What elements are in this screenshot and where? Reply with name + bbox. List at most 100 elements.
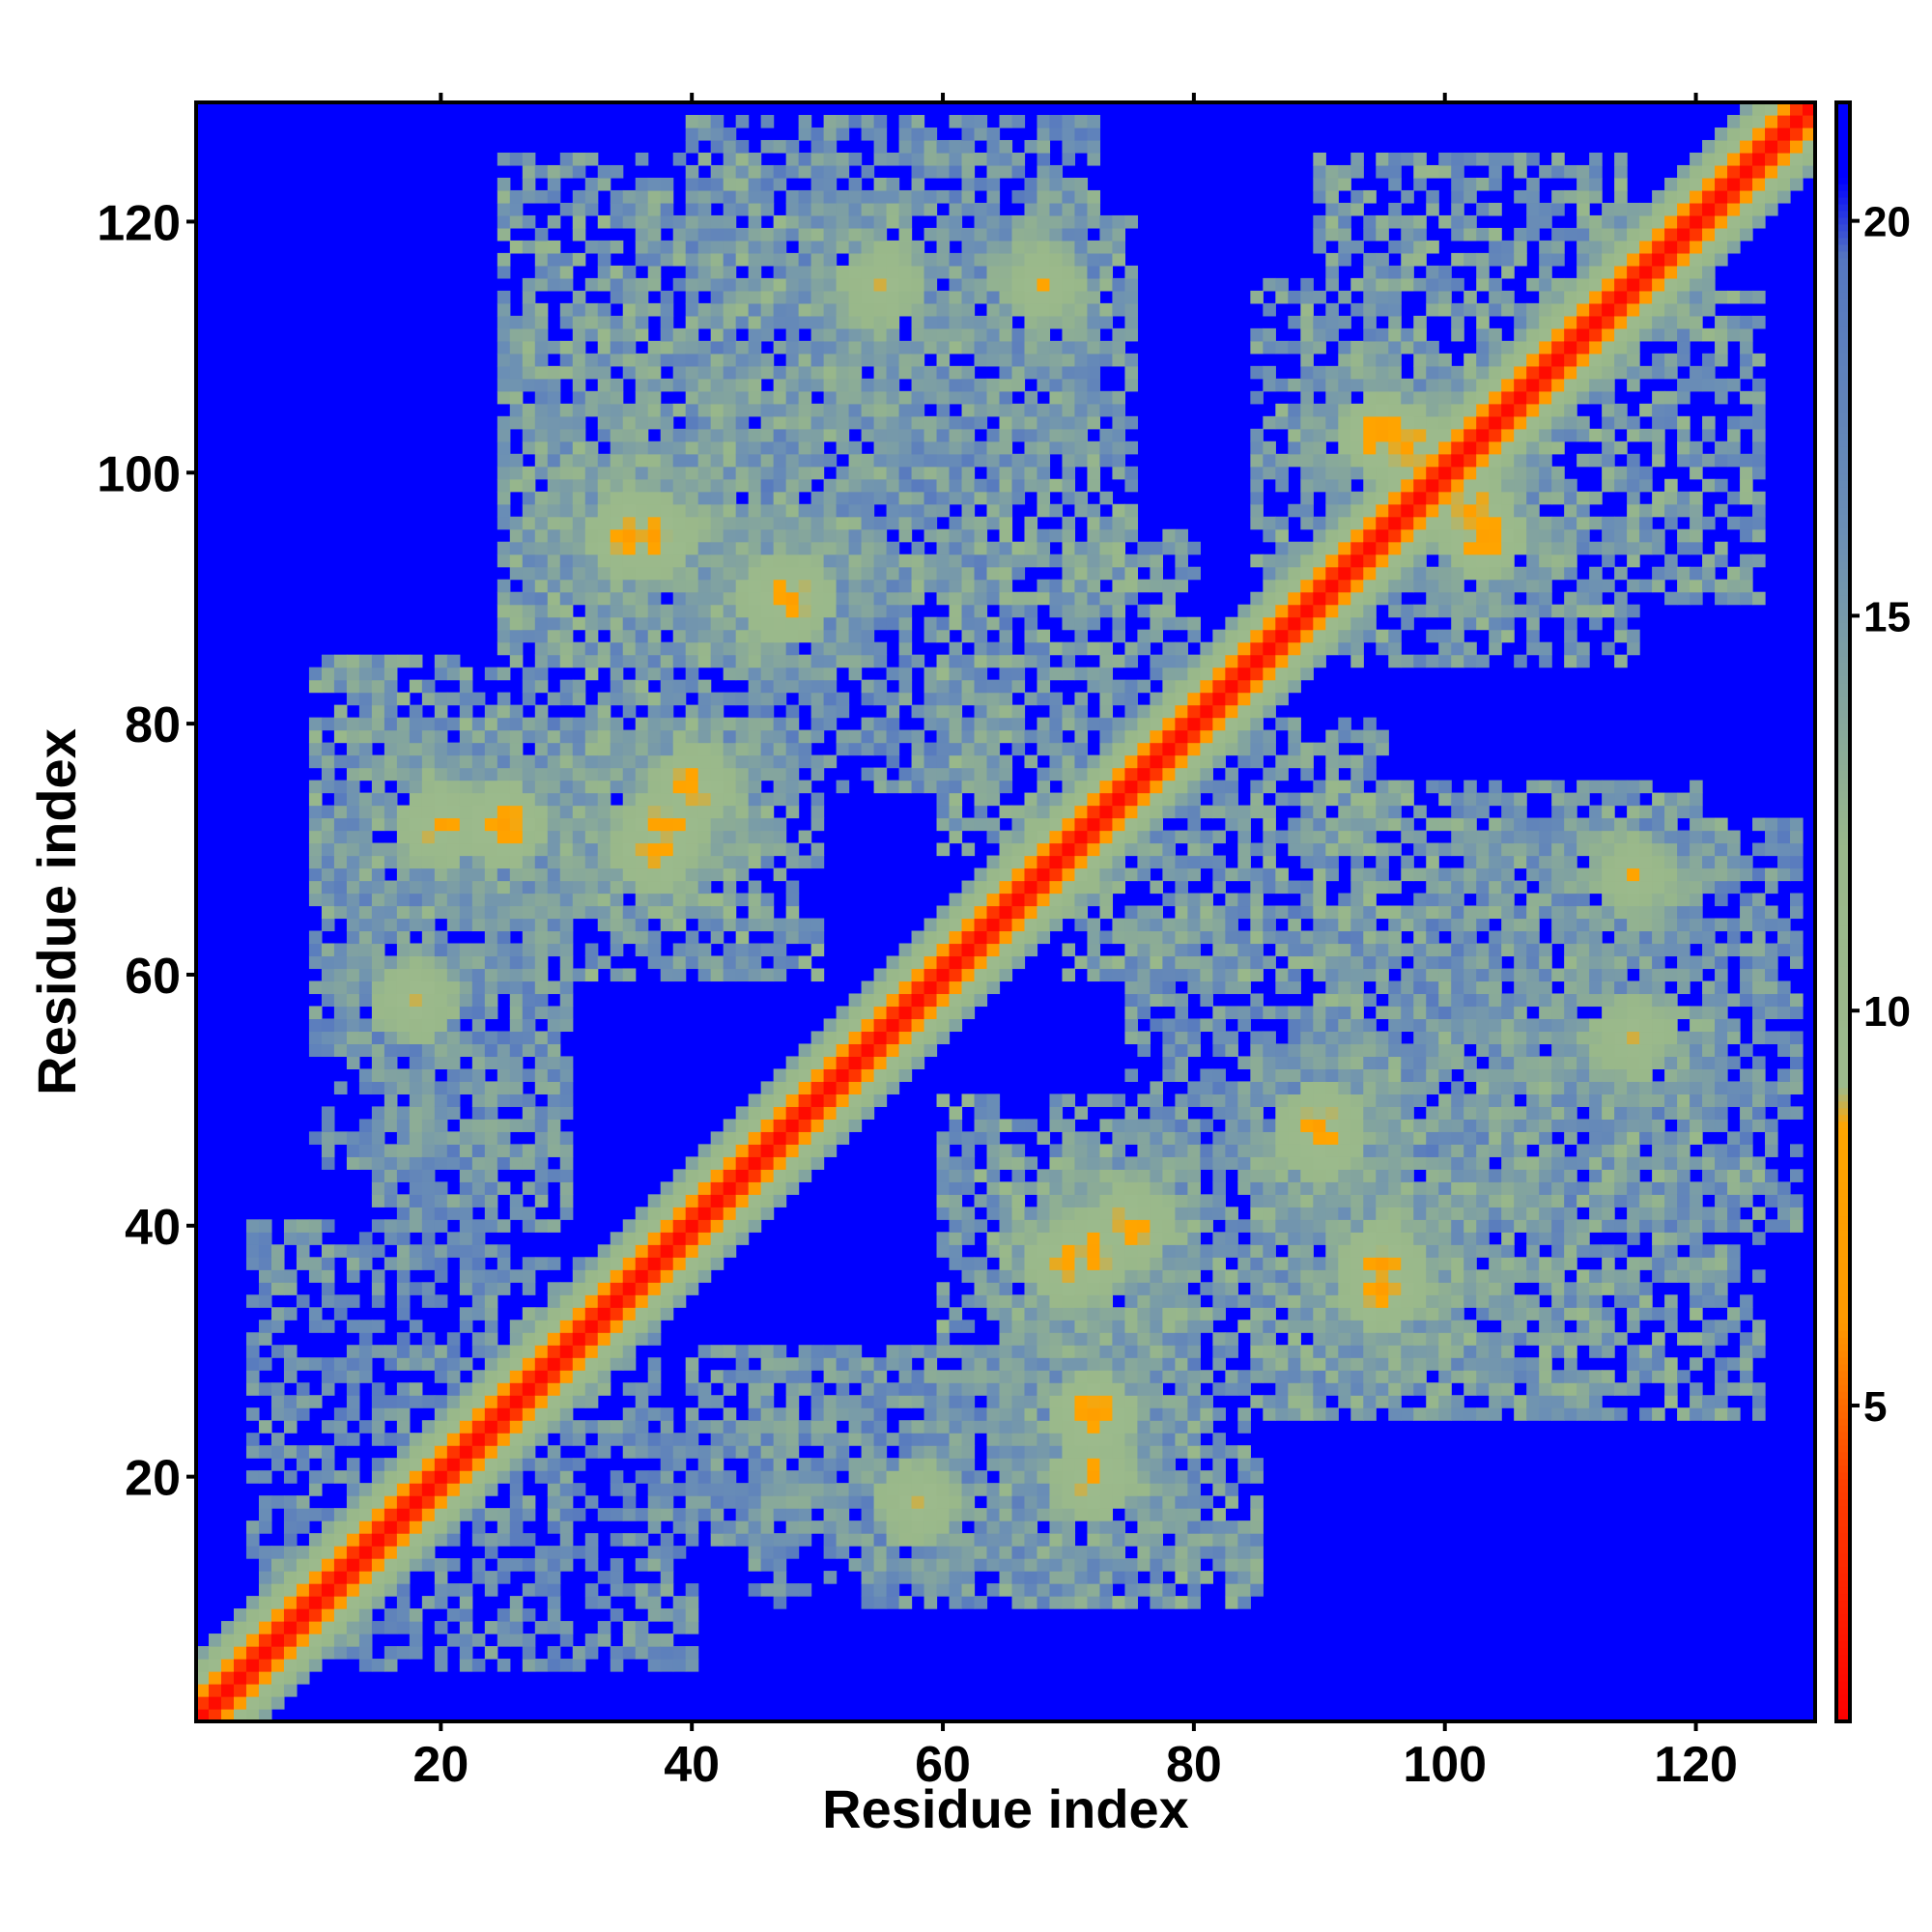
heatmap-cell bbox=[823, 629, 838, 643]
heatmap-cell bbox=[986, 1558, 1001, 1572]
heatmap-cell bbox=[484, 667, 498, 681]
heatmap-cell bbox=[911, 177, 925, 191]
heatmap-cell bbox=[823, 265, 838, 279]
heatmap-cell bbox=[723, 1445, 737, 1459]
heatmap-cell bbox=[936, 754, 951, 769]
heatmap-cell bbox=[346, 1269, 360, 1283]
heatmap-cell bbox=[446, 1634, 461, 1647]
heatmap-cell bbox=[547, 252, 561, 267]
heatmap-cell bbox=[371, 980, 385, 995]
heatmap-cell bbox=[748, 302, 762, 317]
heatmap-cell bbox=[986, 641, 1001, 656]
heatmap-cell bbox=[798, 754, 812, 769]
heatmap-cell bbox=[961, 240, 976, 254]
heatmap-cell bbox=[660, 729, 674, 744]
heatmap-cell bbox=[848, 302, 863, 317]
heatmap-cell bbox=[810, 403, 825, 417]
heatmap-cell bbox=[421, 1207, 436, 1220]
heatmap-cell bbox=[371, 767, 385, 781]
heatmap-cell bbox=[559, 1282, 574, 1295]
heatmap-cell bbox=[446, 1194, 461, 1208]
heatmap-cell bbox=[534, 993, 549, 1008]
heatmap-cell bbox=[346, 692, 360, 706]
heatmap-cell bbox=[672, 1257, 687, 1270]
heatmap-cell bbox=[1049, 1257, 1064, 1270]
heatmap-cell bbox=[471, 1470, 486, 1484]
heatmap-cell bbox=[861, 478, 875, 493]
heatmap-cell bbox=[911, 478, 925, 493]
heatmap-cell bbox=[409, 1207, 423, 1220]
heatmap-cell bbox=[396, 1621, 411, 1634]
heatmap-cell bbox=[723, 1232, 737, 1245]
heatmap-cell bbox=[547, 1646, 561, 1660]
heatmap-cell bbox=[710, 918, 724, 932]
heatmap-cell bbox=[559, 880, 574, 895]
heatmap-cell bbox=[1062, 428, 1076, 442]
heatmap-cell bbox=[296, 1219, 310, 1233]
heatmap-cell bbox=[509, 1269, 524, 1283]
heatmap-cell bbox=[597, 918, 611, 932]
heatmap-cell bbox=[861, 164, 875, 179]
heatmap-cell bbox=[723, 327, 737, 342]
heatmap-cell bbox=[986, 717, 1001, 731]
heatmap-cell bbox=[685, 353, 699, 367]
heatmap-cell bbox=[823, 692, 838, 706]
heatmap-cell bbox=[308, 1320, 323, 1333]
heatmap-cell bbox=[1062, 340, 1076, 355]
heatmap-cell bbox=[1049, 1244, 1064, 1258]
heatmap-cell bbox=[710, 955, 724, 970]
heatmap-cell bbox=[1037, 415, 1051, 430]
heatmap-cell bbox=[471, 754, 486, 769]
heatmap-cell bbox=[911, 390, 925, 405]
heatmap-cell bbox=[610, 214, 624, 229]
heatmap-cell bbox=[936, 767, 951, 781]
heatmap-cell bbox=[923, 302, 938, 317]
heatmap-cell bbox=[196, 1659, 210, 1672]
heatmap-cell bbox=[974, 214, 988, 229]
heatmap-cell bbox=[923, 164, 938, 179]
heatmap-cell bbox=[710, 1520, 724, 1534]
heatmap-cell bbox=[1024, 1357, 1038, 1371]
heatmap-cell bbox=[886, 290, 900, 304]
heatmap-cell bbox=[710, 466, 724, 480]
heatmap-cell bbox=[522, 1634, 536, 1647]
heatmap-cell bbox=[497, 717, 511, 731]
heatmap-cell bbox=[534, 1257, 549, 1270]
heatmap-cell bbox=[622, 792, 637, 807]
heatmap-cell bbox=[710, 491, 724, 505]
heatmap-cell bbox=[660, 1194, 674, 1208]
heatmap-cell bbox=[384, 1144, 398, 1157]
heatmap-cell bbox=[396, 1508, 411, 1521]
heatmap-cell bbox=[974, 1269, 988, 1283]
heatmap-cell bbox=[760, 440, 775, 455]
heatmap-cell bbox=[572, 1382, 586, 1396]
heatmap-cell bbox=[321, 993, 335, 1008]
heatmap-cell bbox=[396, 1244, 411, 1258]
heatmap-cell bbox=[547, 579, 561, 593]
heatmap-cell bbox=[484, 754, 498, 769]
heatmap-cell bbox=[836, 152, 850, 166]
heatmap-cell bbox=[810, 616, 825, 631]
heatmap-cell bbox=[635, 579, 649, 593]
heatmap-cell bbox=[873, 980, 888, 995]
heatmap-cell bbox=[823, 541, 838, 555]
heatmap-cell bbox=[672, 1294, 687, 1308]
heatmap-cell bbox=[358, 1495, 373, 1509]
heatmap-cell bbox=[898, 365, 913, 380]
heatmap-cell bbox=[873, 591, 888, 606]
heatmap-cell bbox=[572, 792, 586, 807]
heatmap-cell bbox=[572, 616, 586, 631]
heatmap-cell bbox=[810, 767, 825, 781]
heatmap-cell bbox=[421, 1546, 436, 1559]
heatmap-cell bbox=[497, 1433, 511, 1446]
heatmap-cell bbox=[785, 478, 800, 493]
heatmap-cell bbox=[497, 1458, 511, 1471]
heatmap-cell bbox=[358, 842, 373, 857]
heatmap-cell bbox=[584, 591, 599, 606]
heatmap-cell bbox=[697, 189, 712, 204]
heatmap-cell bbox=[798, 1169, 812, 1182]
heatmap-cell bbox=[635, 1508, 649, 1521]
heatmap-cell bbox=[1049, 855, 1064, 869]
heatmap-cell bbox=[949, 1395, 963, 1408]
